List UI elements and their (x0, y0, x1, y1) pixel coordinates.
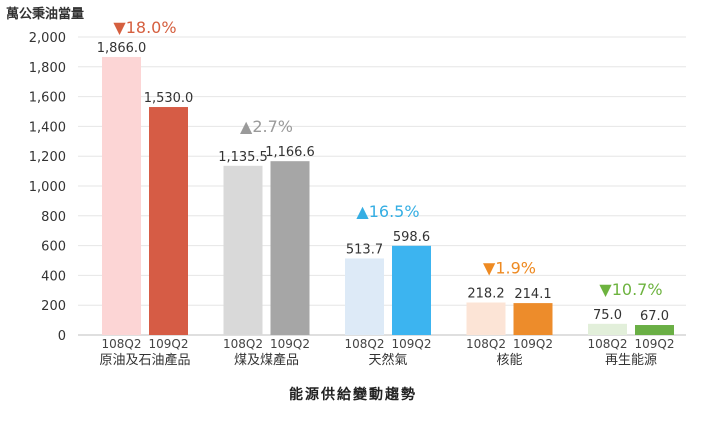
change-annotations: ▼18.0% ▲2.7% ▲16.5% ▼1.9% ▼10.7% (113, 18, 662, 299)
bar (466, 302, 506, 335)
y-axis-title: 萬公秉油當量 (6, 7, 85, 22)
y-tick-label: 1,400 (29, 120, 66, 135)
y-tick-label: 1,200 (29, 150, 66, 165)
category-labels: 原油及石油產品 煤及煤產品 天然氣 核能 再生能源 (99, 352, 657, 368)
bars (102, 56, 674, 335)
y-tick-label: 0 (58, 329, 66, 344)
value-label: 1,166.6 (265, 145, 315, 160)
value-labels: 1,866.0 1,530.0 1,135.51,166.6 513.7 598.6 21… (97, 41, 669, 324)
period-label: 108Q2 (466, 337, 506, 351)
change-annotation: ▲2.7% (240, 117, 293, 136)
y-tick-label: 600 (41, 240, 66, 255)
change-annotation: ▼10.7% (599, 280, 662, 299)
period-label: 108Q2 (345, 337, 385, 351)
bar (102, 56, 141, 335)
y-tick-label: 1,000 (29, 180, 66, 195)
period-label: 109Q2 (149, 337, 189, 351)
y-tick-label: 400 (41, 269, 66, 284)
value-label: 218.2 (467, 286, 504, 301)
bar (223, 165, 263, 335)
category-label: 再生能源 (605, 353, 657, 368)
y-tick-label: 1,600 (29, 91, 66, 106)
period-label: 109Q2 (513, 337, 553, 351)
y-tick-label: 800 (41, 210, 66, 225)
bar (345, 258, 384, 335)
bar (513, 303, 553, 335)
period-labels: 108Q2 109Q2 108Q2 109Q2 108Q2 109Q2 108Q2 109Q2… (102, 337, 675, 351)
value-label: 214.1 (514, 287, 551, 302)
period-label: 108Q2 (223, 337, 263, 351)
category-label: 煤及煤產品 (234, 352, 299, 368)
change-annotation: ▲16.5% (356, 202, 419, 221)
category-label: 天然氣 (368, 352, 407, 368)
value-label: 513.7 (346, 242, 383, 257)
category-label: 原油及石油產品 (99, 352, 190, 368)
period-label: 109Q2 (392, 337, 432, 351)
bar (270, 161, 310, 335)
value-label: 1,530.0 (144, 91, 194, 106)
value-label: 1,866.0 (97, 41, 147, 56)
bar (149, 107, 188, 335)
period-label: 108Q2 (102, 337, 142, 351)
value-label: 1,135.5 (218, 150, 268, 165)
bar (392, 245, 431, 335)
period-label: 109Q2 (270, 337, 310, 351)
value-label: 75.0 (593, 308, 622, 323)
bar (635, 325, 674, 335)
y-tick-label: 2,000 (29, 31, 66, 46)
period-label: 108Q2 (588, 337, 628, 351)
change-annotation: ▼1.9% (483, 258, 536, 277)
bar (588, 323, 627, 335)
category-label: 核能 (496, 353, 522, 368)
y-tick-label: 200 (41, 299, 66, 314)
value-label: 598.6 (393, 230, 430, 245)
period-label: 109Q2 (635, 337, 675, 351)
x-axis-title: 能源供給變動趨勢 (289, 387, 417, 403)
change-annotation: ▼18.0% (113, 18, 176, 37)
y-tick-label: 1,800 (29, 61, 66, 76)
value-label: 67.0 (640, 309, 669, 324)
y-axis-ticks: 0 200 400 600 800 1,000 1,200 1,400 1,600 1,800 2,… (29, 31, 66, 344)
